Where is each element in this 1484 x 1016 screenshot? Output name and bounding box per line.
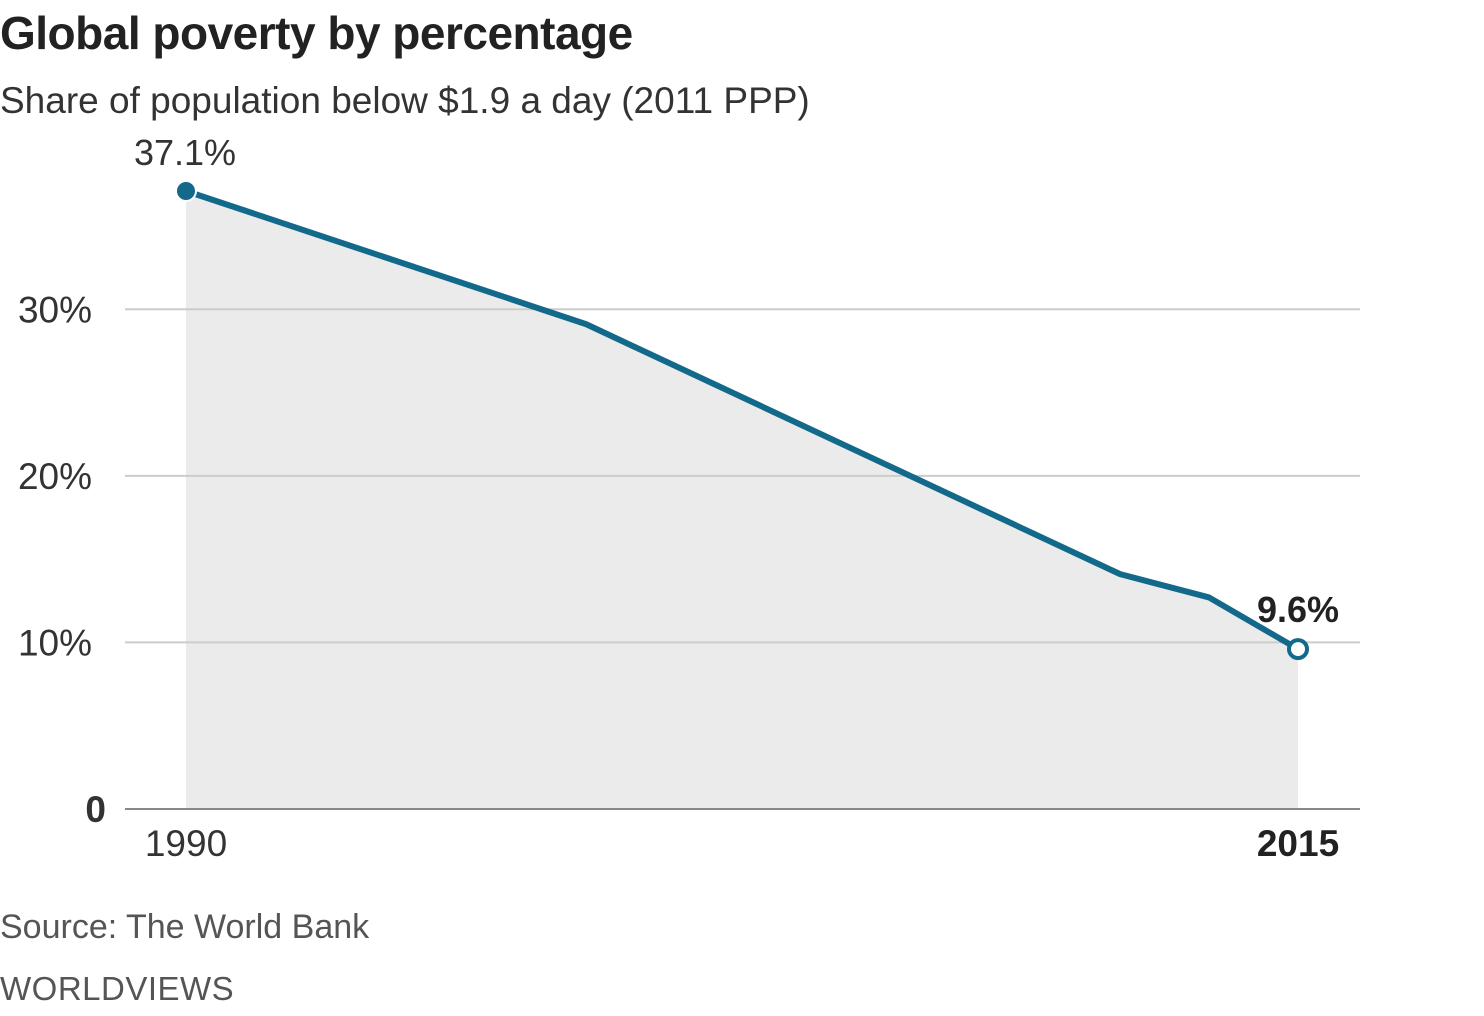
area-fill — [186, 191, 1298, 809]
x-tick-label: 2015 — [1257, 823, 1339, 864]
y-tick-label: 10% — [18, 622, 92, 663]
series-line — [183, 188, 1301, 653]
x-tick-label: 1990 — [145, 823, 227, 864]
chart-subtitle: Share of population below $1.9 a day (20… — [0, 80, 810, 121]
data-point-start — [175, 180, 197, 202]
y-tick-label: 0 — [85, 789, 106, 830]
credit-label: WORLDVIEWS — [0, 970, 235, 1007]
y-tick-label: 30% — [18, 289, 92, 330]
y-tick-label: 20% — [18, 456, 92, 497]
data-label: 37.1% — [134, 132, 236, 173]
source-note: Source: The World Bank — [0, 908, 370, 946]
data-point-end — [1287, 638, 1309, 661]
chart-title: Global poverty by percentage — [0, 7, 633, 59]
data-label: 9.6% — [1257, 589, 1339, 630]
